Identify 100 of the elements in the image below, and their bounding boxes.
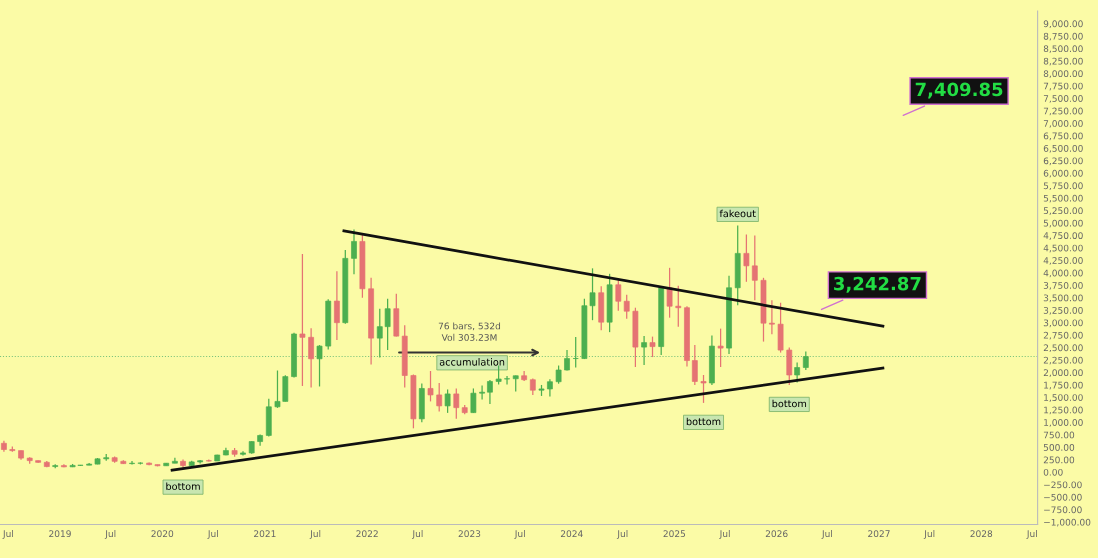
y-tick-label: 5,000.00 [1043,219,1083,228]
candlestick [691,344,698,386]
x-tick-label: Jul [1026,530,1037,539]
y-tick-label: 7,500.00 [1043,95,1083,103]
annotation: bottom [166,482,200,490]
x-tick-label: Jul [104,530,116,539]
x-tick-label: Jul [309,530,321,539]
candlestick [470,387,477,414]
y-tick-label: 8,500.00 [1043,45,1083,54]
y-tick-label: 5,750.00 [1043,182,1083,191]
y-tick-label: 2,250.00 [1043,356,1083,365]
candlestick [299,253,306,387]
y-tick-label: 1,500.00 [1044,394,1083,402]
annotation: bottom [772,399,807,408]
x-tick-label: 2022 [356,530,378,538]
x-tick-label: Jul [514,530,525,539]
x-tick-label: Jul [821,530,832,539]
y-tick-label: 1,750.00 [1044,381,1083,390]
candlestick [564,349,570,372]
y-tick-label: 6,500.00 [1043,144,1083,153]
y-tick-label: 8,750.00 [1043,32,1083,41]
y-tick-label: 8,000.00 [1043,70,1083,78]
y-tick-label: 3,750.00 [1043,282,1083,290]
candlestick [444,388,451,414]
y-tick-label: 7,750.00 [1043,82,1083,91]
x-tick-label: Jul [411,530,423,539]
candlestick [487,379,493,405]
y-tick-label: 8,250.00 [1043,57,1083,66]
candlestick [308,327,314,389]
y-tick-label: 250.00 [1043,456,1075,464]
x-tick-label: 2026 [765,530,788,538]
y-tick-label: 5,250.00 [1043,207,1083,215]
y-tick-label: 4,000.00 [1043,269,1083,278]
candlestick [316,344,323,388]
annotation: fakeout [719,209,756,218]
candlestick [623,294,630,320]
y-tick-label: 4,500.00 [1043,244,1083,253]
y-tick-label: 2,750.00 [1043,331,1083,340]
y-tick-label: 2,000.00 [1043,369,1083,377]
candlestick [436,382,443,413]
annotation: 76 bars, 532d Vol 303.23M [438,322,501,341]
y-tick-label: 750.00 [1043,431,1075,439]
candlestick [717,328,724,368]
x-tick-label: 2020 [151,530,174,538]
y-tick-label: 5,500.00 [1043,194,1083,203]
candlestick [129,460,135,466]
candlestick [334,270,340,341]
candlestick [641,335,647,366]
y-tick-label: 6,250.00 [1043,157,1083,166]
candlestick [479,384,485,401]
y-tick-label: 3,500.00 [1043,294,1083,303]
x-tick-label: 2028 [970,530,993,538]
candlestick [555,364,562,385]
candlestick [743,233,750,283]
y-tick-label: 3,250.00 [1043,306,1083,315]
y-tick-label: 1,000.00 [1044,419,1083,427]
candlestick [504,375,510,386]
x-tick-label: Jul [207,530,218,539]
candlestick [453,387,460,420]
annotation: 7,409.85 [915,82,1003,99]
x-tick-label: 2027 [868,530,890,538]
candlestick [495,364,502,386]
candlestick [666,267,673,319]
y-tick-label: 6,000.00 [1043,169,1083,178]
y-tick-label: −500.00 [1044,493,1082,501]
x-tick-label: Jul [2,530,14,539]
y-tick-label: 2,500.00 [1043,344,1083,353]
annotation: bottom [686,417,721,426]
candlestick [572,336,579,369]
candlestick [751,234,758,301]
y-tick-label: 7,000.00 [1043,120,1083,128]
x-tick-label: Jul [719,530,730,539]
y-tick-label: 9,000.00 [1043,20,1083,29]
candlestick [769,299,775,335]
candlestick [427,370,434,403]
y-tick-label: 1,250.00 [1044,406,1083,415]
y-tick-label: −750.00 [1044,506,1082,514]
annotation: accumulation [439,358,505,366]
candlestick [675,285,682,328]
candlestick [649,335,656,358]
y-tick-label: 3,000.00 [1043,319,1083,328]
x-tick-label: Jul [616,530,628,539]
y-tick-label: 4,750.00 [1043,232,1083,240]
y-tick-label: 0.00 [1043,468,1063,476]
x-tick-label: 2024 [560,530,583,538]
x-tick-label: 2025 [663,530,686,538]
y-tick-label: 4,250.00 [1043,257,1083,265]
x-tick-label: 2019 [49,530,71,538]
annotation: 3,242.87 [834,276,921,293]
candlestick [700,374,707,404]
candlestick [351,228,357,275]
y-tick-label: 6,750.00 [1043,132,1083,141]
y-tick-label: −1,000.00 [1044,518,1091,527]
x-tick-label: Jul [923,530,935,539]
x-tick-label: 2021 [254,530,276,538]
y-tick-label: 500.00 [1043,444,1075,451]
y-tick-label: 7,250.00 [1043,107,1083,116]
candlestick [802,350,809,371]
x-tick-label: 2023 [458,530,481,538]
y-tick-label: −250.00 [1044,481,1082,489]
